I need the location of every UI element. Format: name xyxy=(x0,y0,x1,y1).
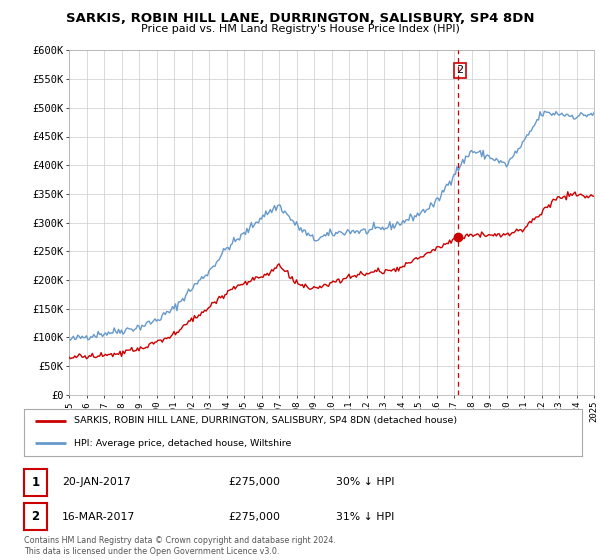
Text: 1: 1 xyxy=(31,475,40,489)
Text: 16-MAR-2017: 16-MAR-2017 xyxy=(62,512,135,522)
Text: £275,000: £275,000 xyxy=(228,477,280,487)
Text: £275,000: £275,000 xyxy=(228,512,280,522)
Text: 20-JAN-2017: 20-JAN-2017 xyxy=(62,477,130,487)
Text: 31% ↓ HPI: 31% ↓ HPI xyxy=(336,512,394,522)
Text: 2: 2 xyxy=(457,66,464,76)
Text: Contains HM Land Registry data © Crown copyright and database right 2024.
This d: Contains HM Land Registry data © Crown c… xyxy=(24,536,336,556)
Text: Price paid vs. HM Land Registry's House Price Index (HPI): Price paid vs. HM Land Registry's House … xyxy=(140,24,460,34)
Text: 2: 2 xyxy=(31,510,40,524)
Text: SARKIS, ROBIN HILL LANE, DURRINGTON, SALISBURY, SP4 8DN (detached house): SARKIS, ROBIN HILL LANE, DURRINGTON, SAL… xyxy=(74,416,457,425)
Text: HPI: Average price, detached house, Wiltshire: HPI: Average price, detached house, Wilt… xyxy=(74,438,292,447)
Text: 30% ↓ HPI: 30% ↓ HPI xyxy=(336,477,395,487)
Text: SARKIS, ROBIN HILL LANE, DURRINGTON, SALISBURY, SP4 8DN: SARKIS, ROBIN HILL LANE, DURRINGTON, SAL… xyxy=(66,12,534,25)
